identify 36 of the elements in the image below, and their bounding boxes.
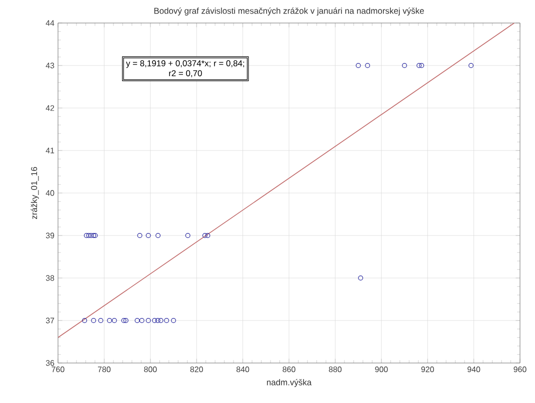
point [419,62,424,68]
point [82,318,88,323]
point [139,318,144,323]
point [205,233,210,238]
point [86,233,92,238]
point [134,318,140,323]
point [98,318,104,323]
point [468,62,474,68]
point [123,318,128,323]
point [185,233,190,238]
point [155,318,160,323]
point [84,233,89,238]
point [146,233,151,238]
point [402,62,408,68]
chart-title: Bodový graf závislosti mesačných zrážok v januári na nadmorskej výške [154,8,424,16]
point [152,318,158,323]
point [416,62,422,68]
point [121,318,126,323]
point [202,233,208,238]
point [88,233,94,238]
point [365,62,370,68]
point [356,62,361,68]
x-axis-title: nadm.výška [266,379,312,387]
annotation: y = 8,1919 + 0,0374*x; r = 0,84; [126,60,244,68]
point [112,318,117,323]
point [171,318,176,323]
point [358,276,364,280]
point [156,233,161,238]
point [164,318,170,323]
point [146,318,151,323]
point [107,318,112,323]
y-axis-title: zrážky_01_16 [30,167,39,220]
annotation: r2 = 0,70 [169,70,202,78]
point [137,233,142,238]
point [91,318,96,323]
point [158,318,164,323]
